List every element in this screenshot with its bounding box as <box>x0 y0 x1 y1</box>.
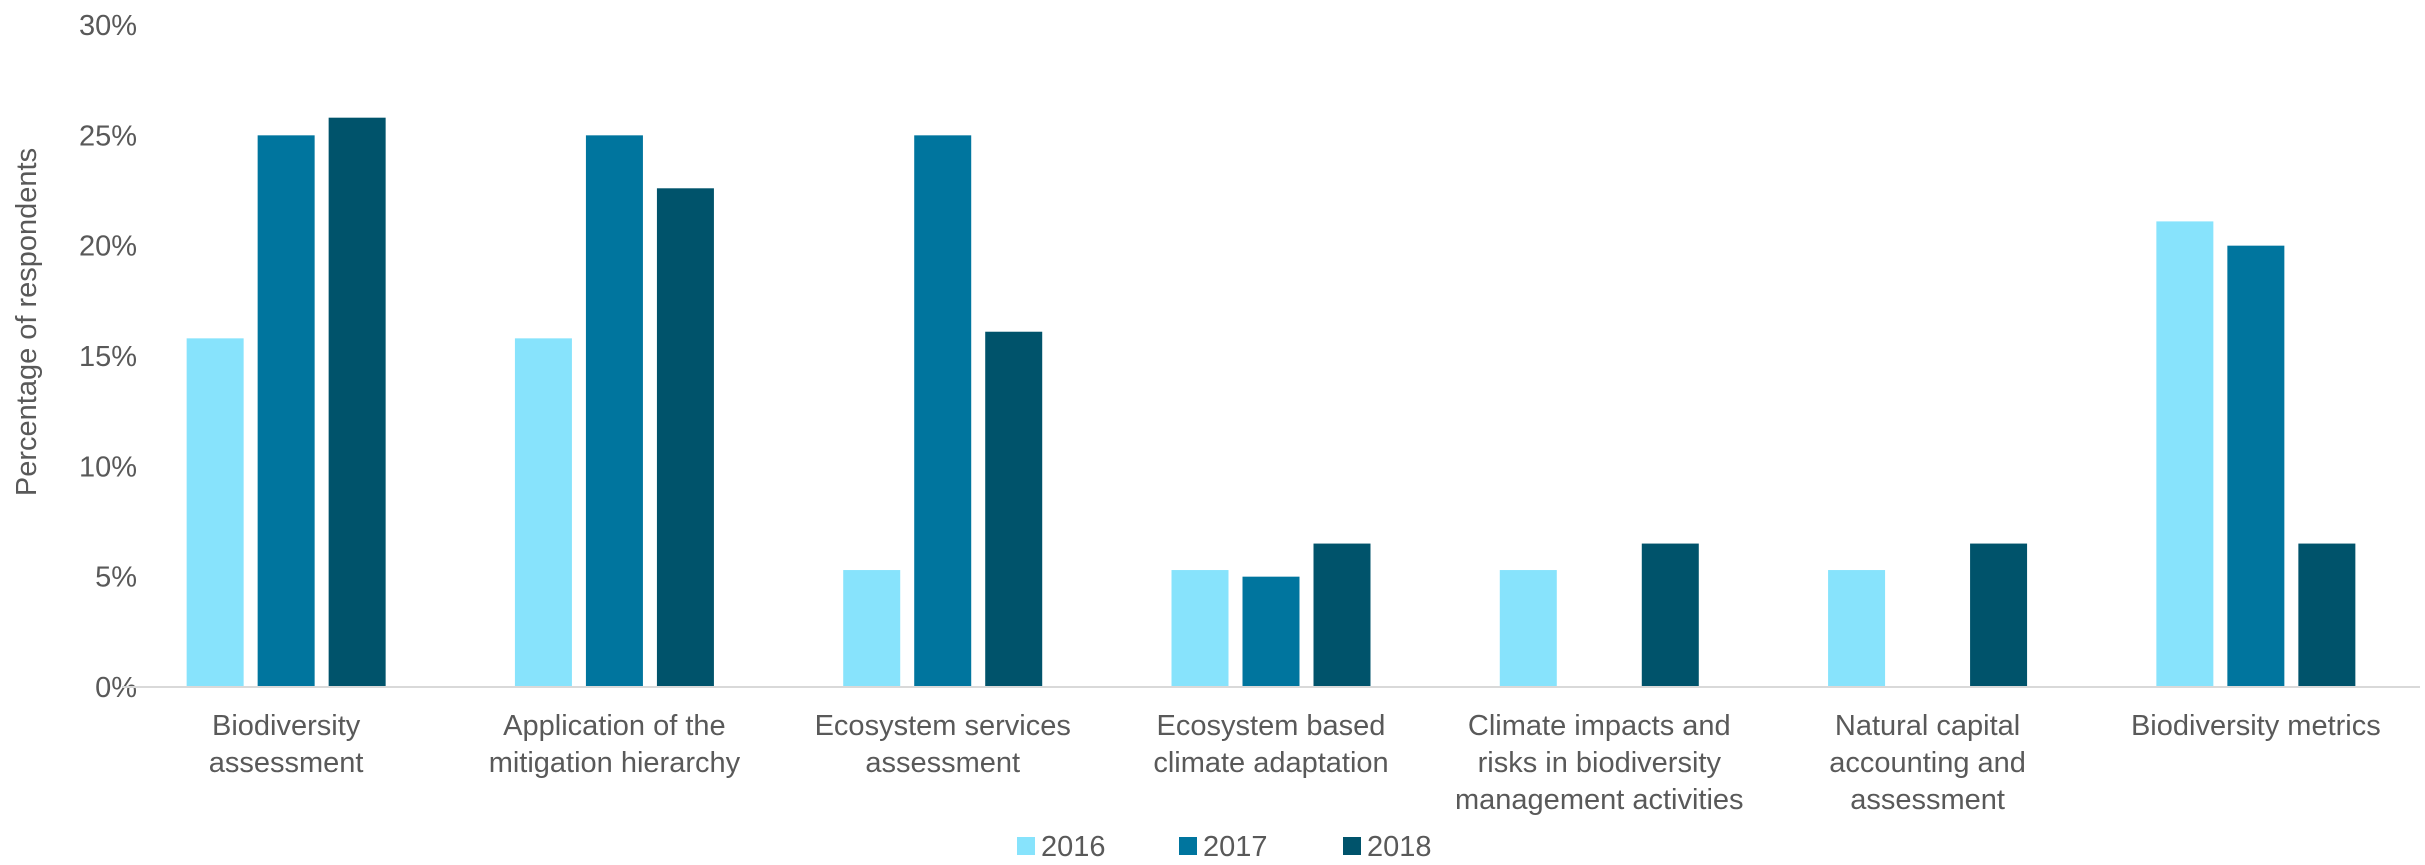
bar-2018-0 <box>328 117 386 688</box>
bar-2017-2 <box>914 135 972 688</box>
bar-2016-6 <box>2156 221 2214 688</box>
bar-2017-1 <box>585 135 643 688</box>
x-tick-label: Ecosystem services <box>815 710 1071 742</box>
bar-2016-3 <box>1171 570 1229 687</box>
bar-2018-4 <box>1641 543 1699 687</box>
x-tick-label: Application of the <box>503 710 725 742</box>
bar-2016-0 <box>186 338 244 687</box>
legend-label-2017: 2017 <box>1203 831 1268 863</box>
bar-2016-5 <box>1828 570 1886 687</box>
y-tick-label: 25% <box>79 120 137 152</box>
bar-2018-1 <box>656 188 714 687</box>
bar-2017-0 <box>257 135 315 688</box>
legend-label-2016: 2016 <box>1041 831 1106 863</box>
y-tick-label: 30% <box>79 10 137 42</box>
bar-2017-6 <box>2227 245 2285 687</box>
y-axis-ticks: 0%5%10%15%20%25%30% <box>79 10 137 704</box>
bar-2017-3 <box>1242 576 1300 687</box>
x-tick-label: Natural capital <box>1835 710 2020 742</box>
y-tick-label: 5% <box>95 562 137 594</box>
bar-2016-4 <box>1499 570 1557 687</box>
x-axis-labels: Biodiversity assessment Application of the… <box>209 710 2381 816</box>
bar-2018-5 <box>1970 543 2028 687</box>
x-tick-label: Ecosystem based <box>1157 710 1386 742</box>
x-tick-label: accounting and <box>1829 747 2026 779</box>
y-axis-label-group: Percentage of respondents <box>11 148 43 496</box>
legend-swatch-2018 <box>1343 837 1361 855</box>
x-tick-label: risks in biodiversity <box>1478 747 1722 779</box>
legend-label-2018: 2018 <box>1367 831 1432 863</box>
bar-2016-2 <box>843 570 901 687</box>
x-tick-label: management activities <box>1455 784 1744 816</box>
x-tick-label: assessment <box>1850 784 2005 816</box>
legend: 2016 2017 2018 <box>1017 831 1432 863</box>
y-axis-label: Percentage of respondents <box>11 148 43 496</box>
x-tick-label: assessment <box>209 747 364 779</box>
bar-2018-6 <box>2298 543 2356 687</box>
x-tick-label: Climate impacts and <box>1468 710 1731 742</box>
bar-2018-2 <box>985 331 1043 687</box>
x-tick-label: assessment <box>865 747 1020 779</box>
y-tick-label: 10% <box>79 451 137 483</box>
y-tick-label: 20% <box>79 231 137 263</box>
legend-swatch-2016 <box>1017 837 1035 855</box>
legend-swatch-2017 <box>1179 837 1197 855</box>
bar-2016-1 <box>514 338 572 687</box>
x-tick-label: Biodiversity metrics <box>2131 710 2381 742</box>
y-tick-label: 15% <box>79 341 137 373</box>
x-tick-label: climate adaptation <box>1153 747 1388 779</box>
bars <box>186 117 2356 688</box>
x-tick-label: Biodiversity <box>212 710 361 742</box>
x-tick-label: mitigation hierarchy <box>489 747 741 779</box>
bar-2018-3 <box>1313 543 1371 687</box>
